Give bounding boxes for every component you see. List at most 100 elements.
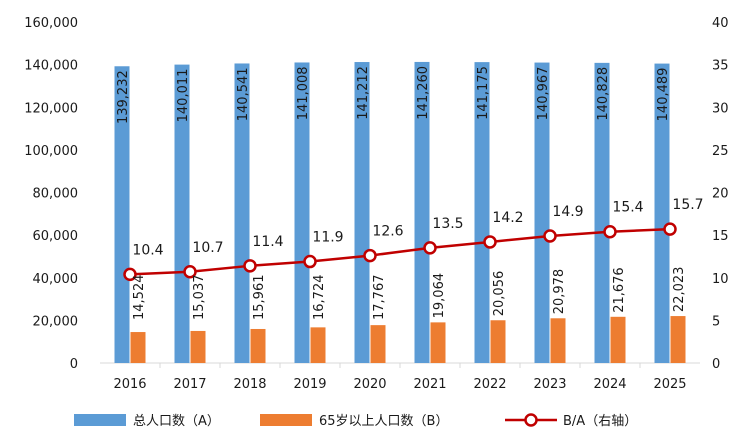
total-population-label: 141,260: [416, 66, 431, 120]
total-population-bar: [234, 63, 250, 364]
ratio-marker: [423, 241, 437, 255]
legend-aged-swatch: [260, 414, 312, 426]
right-axis-tick-label: 40: [712, 16, 729, 31]
aged-population-label: 20,978: [552, 269, 567, 315]
ratio-marker: [663, 222, 677, 236]
legend-total-label: 总人口数（A）: [133, 414, 220, 429]
x-axis-category-label: 2022: [473, 377, 506, 392]
legend-aged-label: 65岁以上人口数（B）: [319, 414, 448, 429]
total-population-bar: [114, 66, 130, 363]
ratio-value-label: 10.7: [192, 240, 223, 256]
total-population-bar: [174, 64, 190, 363]
aged-population-label: 17,767: [372, 275, 387, 321]
ratio-marker: [603, 224, 617, 239]
x-axis-category-label: 2016: [113, 377, 146, 392]
aged-65plus-bar: [430, 322, 446, 363]
ratio-marker: [483, 235, 497, 249]
aged-population-label: 21,676: [612, 267, 627, 313]
total-population-label: 141,212: [356, 66, 371, 120]
left-axis-tick-label: 160,000: [24, 16, 78, 31]
right-axis-tick-label: 20: [712, 187, 729, 202]
ratio-line: [129, 227, 671, 276]
ratio-value-label: 10.4: [132, 242, 163, 258]
aged-population-label: 15,037: [192, 275, 207, 321]
bars: [114, 61, 686, 364]
ratio-value-label: 12.6: [372, 224, 403, 240]
ratio-value-label: 14.2: [492, 210, 523, 226]
ratio-value-label: 14.9: [552, 204, 583, 220]
aged-65plus-bar: [130, 332, 146, 363]
aged-65plus-bar: [670, 316, 686, 363]
ratio-value-label: 11.9: [312, 230, 343, 246]
legend-total-swatch: [74, 414, 126, 426]
right-axis-tick-label: 5: [712, 314, 720, 329]
x-axis-category-label: 2018: [233, 377, 266, 392]
ratio-marker: [303, 254, 317, 269]
legend-ratio-marker: [524, 413, 538, 427]
axes: 0 20,000 40,000 60,000 80,000 100,000 120,000 1…: [24, 16, 728, 392]
total-population-bar: [474, 62, 490, 363]
aged-population-label: 22,023: [672, 267, 687, 313]
aged-65plus-bar: [190, 330, 206, 363]
ratio-marker: [123, 267, 137, 282]
left-axis-tick-label: 140,000: [24, 59, 78, 74]
left-axis-tick-label: 120,000: [24, 101, 78, 116]
right-axis-tick-label: 30: [712, 101, 729, 116]
total-population-label: 140,828: [596, 67, 611, 121]
ratio-value-label: 15.4: [612, 200, 643, 216]
ratio-marker: [363, 248, 377, 263]
left-axis-tick-label: 40,000: [33, 272, 79, 287]
aged-65plus-bar: [250, 328, 266, 363]
aged-65plus-bar: [490, 320, 506, 363]
x-axis-category-label: 2019: [293, 377, 326, 392]
aged-65plus-bar: [610, 316, 626, 363]
total-population-label: 140,011: [176, 69, 191, 123]
total-population-label: 140,489: [656, 68, 671, 122]
total-population-label: 140,541: [236, 67, 251, 121]
data-labels: 139,232 14,524 140,011 15,037 140,541 15,961 1…: [116, 66, 704, 320]
left-axis-tick-label: 20,000: [33, 314, 79, 329]
right-axis-tick-label: 25: [712, 144, 729, 159]
left-axis-tick-label: 100,000: [24, 144, 78, 159]
aged-population-label: 14,524: [132, 275, 147, 321]
ratio-marker: [543, 229, 557, 243]
x-axis-category-label: 2021: [413, 377, 446, 392]
total-population-bar: [534, 62, 550, 363]
aged-65plus-bar: [370, 325, 386, 363]
ratio-value-label: 15.7: [672, 197, 703, 213]
x-axis-category-label: 2024: [593, 377, 626, 392]
right-axis-tick-label: 35: [712, 59, 729, 74]
left-axis-tick-label: 60,000: [33, 229, 79, 244]
total-population-label: 141,175: [476, 66, 491, 120]
total-population-bar: [414, 61, 430, 363]
right-axis-tick-label: 15: [712, 229, 729, 244]
x-axis-category-label: 2020: [353, 377, 386, 392]
left-axis-tick-label: 0: [70, 357, 78, 372]
ratio-value-label: 13.5: [432, 216, 463, 232]
aged-65plus-bar: [310, 327, 326, 363]
total-population-bar: [354, 62, 370, 363]
legend: 总人口数（A） 65岁以上人口数（B） B/A（右轴）: [74, 413, 637, 429]
aged-population-label: 20,056: [492, 271, 507, 317]
right-axis-tick-label: 10: [712, 272, 729, 287]
x-axis-category-label: 2017: [173, 377, 206, 392]
legend-ratio-label: B/A（右轴）: [563, 414, 637, 429]
total-population-label: 140,967: [536, 67, 551, 121]
right-axis-tick-label: 0: [712, 357, 720, 372]
aged-population-label: 19,064: [432, 273, 447, 319]
aged-population-label: 16,724: [312, 275, 327, 321]
total-population-bar: [654, 63, 670, 363]
ratio-line-series: [123, 222, 677, 282]
aged-population-label: 15,961: [252, 275, 267, 321]
left-axis-tick-label: 80,000: [33, 187, 79, 202]
ratio-marker: [243, 259, 257, 273]
total-population-label: 139,232: [116, 70, 131, 124]
total-population-bar: [294, 62, 310, 364]
aged-65plus-bar: [550, 318, 566, 363]
total-population-bar: [594, 62, 610, 364]
ratio-marker: [183, 265, 197, 279]
x-axis-category-label: 2023: [533, 377, 566, 392]
ratio-value-label: 11.4: [252, 234, 283, 250]
total-population-label: 141,008: [296, 66, 311, 120]
